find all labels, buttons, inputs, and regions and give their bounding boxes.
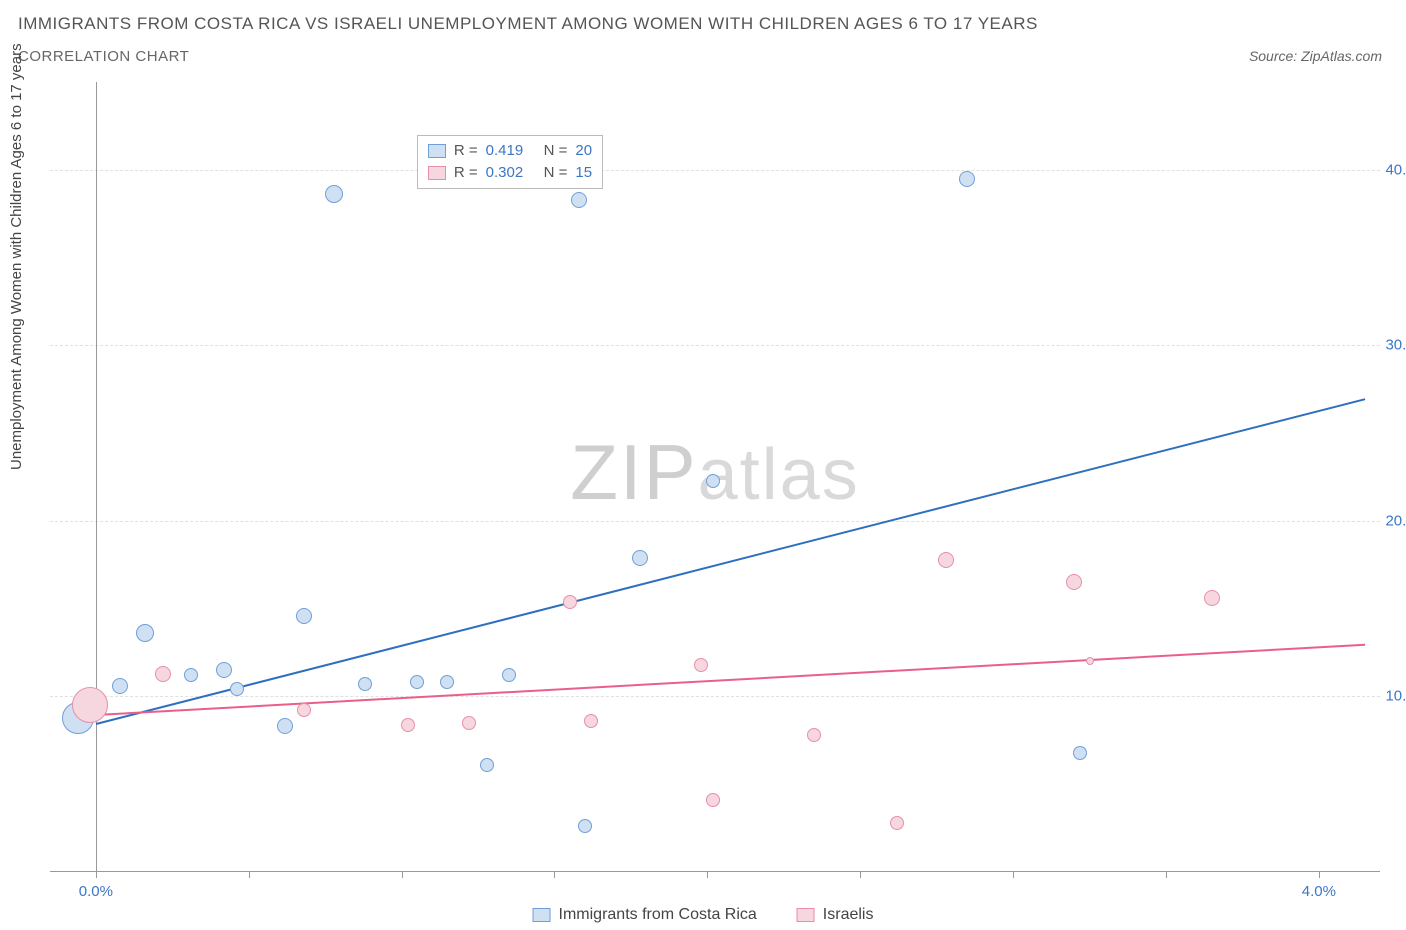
point-costa_rica — [959, 171, 975, 187]
point-costa_rica — [706, 474, 720, 488]
point-costa_rica — [632, 550, 648, 566]
point-israelis — [706, 793, 720, 807]
legend-label: Israelis — [823, 906, 874, 924]
point-costa_rica — [136, 624, 154, 642]
y-tick-label: 40.0% — [1372, 161, 1406, 178]
point-costa_rica — [184, 668, 198, 682]
y-tick-label: 10.0% — [1372, 688, 1406, 705]
grid-line — [50, 696, 1380, 697]
legend-swatch — [428, 144, 446, 158]
x-tick-mark — [707, 872, 708, 878]
point-costa_rica — [358, 677, 372, 691]
legend-swatch — [797, 908, 815, 922]
y-axis-label: Unemployment Among Women with Children A… — [8, 43, 25, 470]
x-tick-mark — [402, 872, 403, 878]
point-israelis — [155, 666, 171, 682]
point-costa_rica — [410, 675, 424, 689]
point-israelis — [297, 703, 311, 717]
chart-subtitle: CORRELATION CHART — [18, 48, 189, 65]
legend-swatch — [428, 166, 446, 180]
x-tick-mark — [1013, 872, 1014, 878]
point-costa_rica — [1073, 746, 1087, 760]
point-israelis — [584, 714, 598, 728]
legend-swatch — [533, 908, 551, 922]
legend-label: Immigrants from Costa Rica — [559, 906, 757, 924]
y-axis — [96, 82, 97, 872]
point-costa_rica — [277, 718, 293, 734]
grid-line — [50, 521, 1380, 522]
point-israelis — [1066, 574, 1082, 590]
point-costa_rica — [296, 608, 312, 624]
point-israelis — [694, 658, 708, 672]
point-costa_rica — [112, 678, 128, 694]
legend-stats-row: R =0.302N =15 — [428, 162, 592, 184]
point-israelis — [1204, 590, 1220, 606]
point-israelis — [563, 595, 577, 609]
source-label: Source: ZipAtlas.com — [1249, 48, 1382, 64]
point-israelis — [72, 687, 108, 723]
point-costa_rica — [440, 675, 454, 689]
point-costa_rica — [230, 682, 244, 696]
legend-stats-row: R =0.419N =20 — [428, 140, 592, 162]
legend-bottom: Immigrants from Costa Rica Israelis — [533, 906, 874, 924]
point-israelis — [462, 716, 476, 730]
point-costa_rica — [325, 185, 343, 203]
x-tick-mark — [860, 872, 861, 878]
y-tick-label: 20.0% — [1372, 512, 1406, 529]
grid-line — [50, 345, 1380, 346]
x-tick-mark — [554, 872, 555, 878]
point-israelis — [1086, 657, 1094, 665]
point-costa_rica — [571, 192, 587, 208]
watermark: ZIPatlas — [570, 427, 859, 518]
x-tick-mark — [1166, 872, 1167, 878]
point-israelis — [401, 718, 415, 732]
grid-line — [50, 170, 1380, 171]
point-israelis — [938, 552, 954, 568]
point-israelis — [807, 728, 821, 742]
point-costa_rica — [578, 819, 592, 833]
x-tick-label: 4.0% — [1302, 883, 1336, 900]
plot-area: ZIPatlas 10.0%20.0%30.0%40.0%0.0%4.0%R =… — [50, 82, 1380, 872]
x-tick-mark — [1319, 872, 1320, 878]
x-tick-mark — [96, 872, 97, 878]
trend-line-israelis — [96, 644, 1365, 716]
point-costa_rica — [216, 662, 232, 678]
point-israelis — [890, 816, 904, 830]
point-costa_rica — [480, 758, 494, 772]
chart-title: IMMIGRANTS FROM COSTA RICA VS ISRAELI UN… — [18, 14, 1038, 34]
legend-item: Immigrants from Costa Rica — [533, 906, 757, 924]
x-tick-mark — [249, 872, 250, 878]
legend-item: Israelis — [797, 906, 874, 924]
y-tick-label: 30.0% — [1372, 337, 1406, 354]
legend-stats: R =0.419N =20R =0.302N =15 — [417, 135, 603, 189]
point-costa_rica — [502, 668, 516, 682]
x-tick-label: 0.0% — [79, 883, 113, 900]
